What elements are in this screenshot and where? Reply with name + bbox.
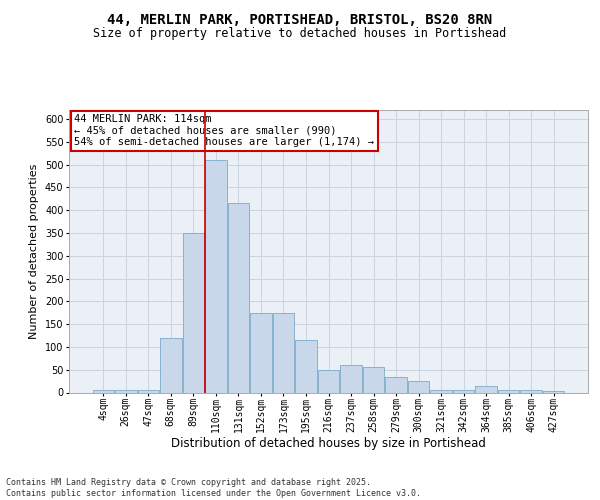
Bar [430,390,452,392]
Text: 44 MERLIN PARK: 114sqm
← 45% of detached houses are smaller (990)
54% of semi-de: 44 MERLIN PARK: 114sqm ← 45% of detached… [74,114,374,148]
X-axis label: Distribution of detached houses by size in Portishead: Distribution of detached houses by size … [171,438,486,450]
Bar [520,390,542,392]
Bar [498,390,520,392]
Bar [273,313,294,392]
Y-axis label: Number of detached properties: Number of detached properties [29,164,39,339]
Bar [115,390,137,392]
Text: Contains HM Land Registry data © Crown copyright and database right 2025.
Contai: Contains HM Land Registry data © Crown c… [6,478,421,498]
Bar [340,365,362,392]
Bar [250,313,272,392]
Bar [228,204,249,392]
Bar [137,390,159,392]
Text: Size of property relative to detached houses in Portishead: Size of property relative to detached ho… [94,28,506,40]
Bar [160,338,182,392]
Bar [205,160,227,392]
Bar [295,340,317,392]
Bar [92,390,114,392]
Text: 44, MERLIN PARK, PORTISHEAD, BRISTOL, BS20 8RN: 44, MERLIN PARK, PORTISHEAD, BRISTOL, BS… [107,12,493,26]
Bar [363,368,384,392]
Bar [408,381,429,392]
Bar [385,376,407,392]
Bar [318,370,339,392]
Bar [453,390,475,392]
Bar [475,386,497,392]
Bar [182,233,204,392]
Bar [543,391,565,392]
